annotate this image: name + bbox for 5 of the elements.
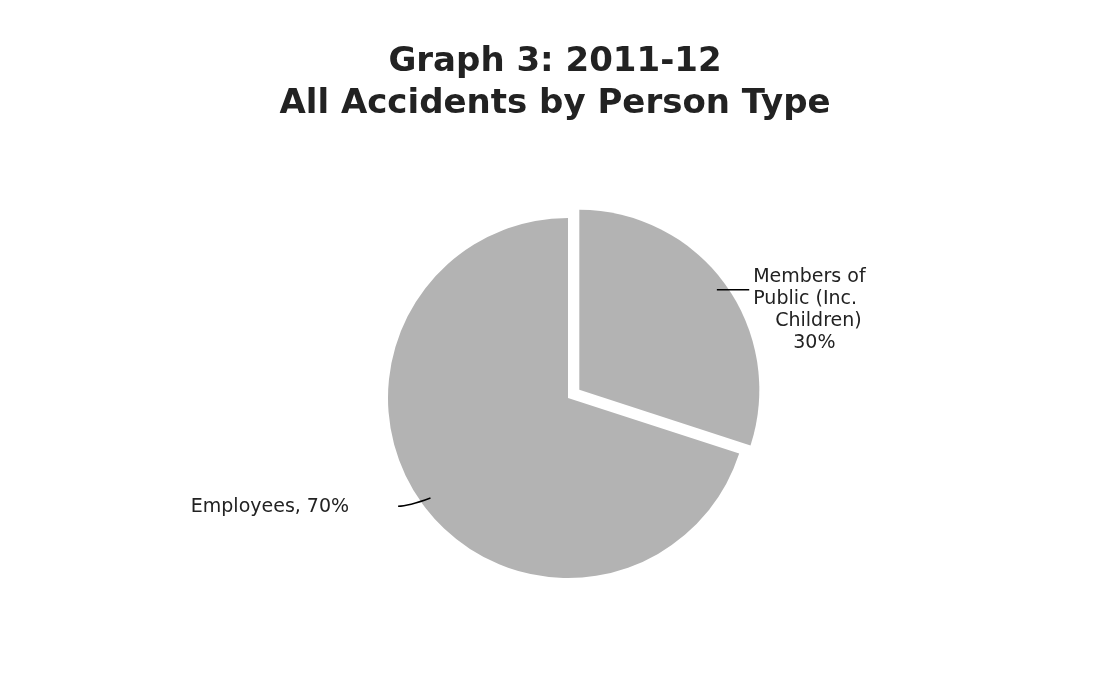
chart-title: Graph 3: 2011-12: [387, 38, 723, 80]
data-label: 30%: [793, 329, 836, 352]
chart-subtitle: All Accidents by Person Type: [278, 80, 832, 122]
slice-label: Employees, 70%: [190, 494, 350, 517]
slice-label: Members of Public (Inc. Children): [753, 263, 867, 330]
